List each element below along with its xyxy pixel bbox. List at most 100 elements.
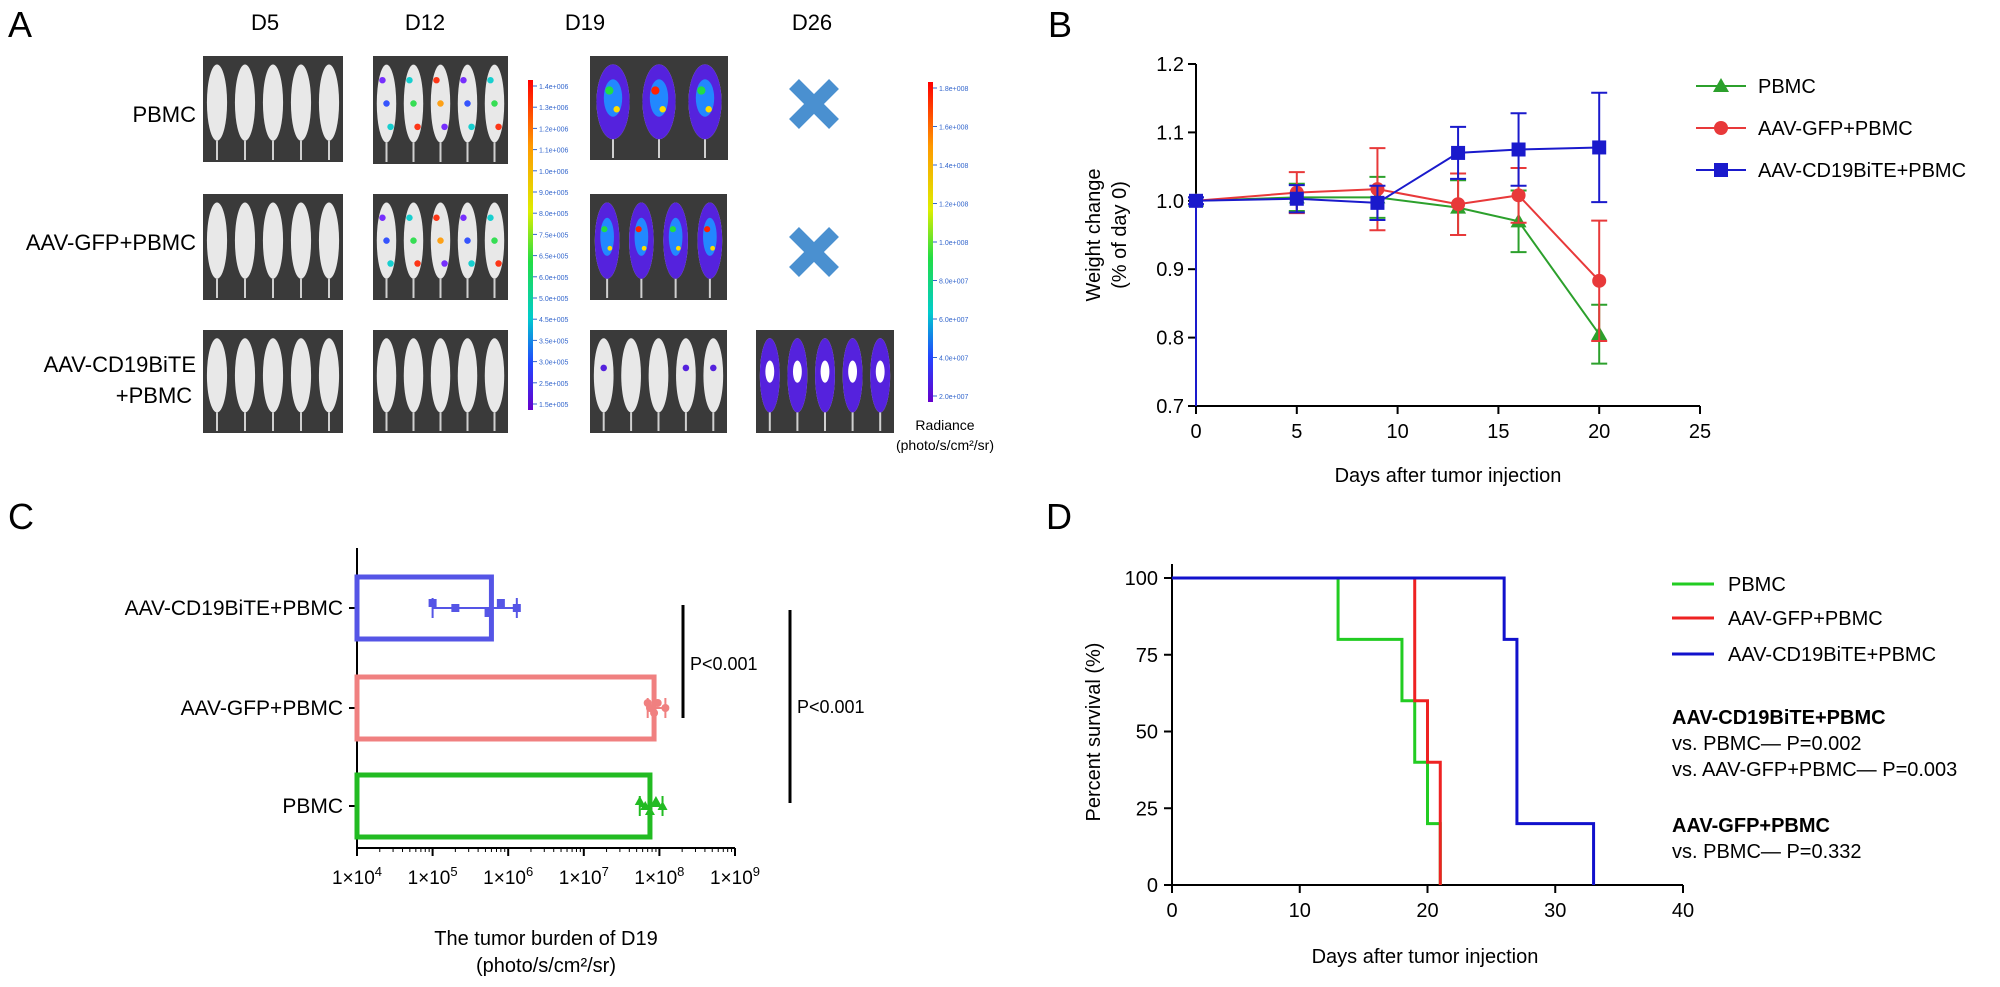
signal-hot xyxy=(697,86,706,95)
image-cd19-d5 xyxy=(203,330,343,433)
signal-spot xyxy=(495,123,502,131)
mouse xyxy=(234,202,256,279)
x-tick-exponent: 6 xyxy=(526,864,533,879)
signal-mid xyxy=(603,79,623,117)
data-point xyxy=(640,801,651,810)
x-tick-mantissa: 1×10 xyxy=(710,868,753,889)
panel-letter-c: C xyxy=(8,496,34,537)
x-tick-exponent: 5 xyxy=(450,864,457,879)
mouse xyxy=(262,64,284,141)
stats-line: vs. PBMC— P=0.332 xyxy=(1672,841,1862,863)
signal-mid xyxy=(649,79,669,117)
mouse xyxy=(206,338,228,413)
mouse xyxy=(484,338,505,413)
mouse xyxy=(262,202,284,279)
data-point xyxy=(1289,191,1304,206)
data-point xyxy=(512,604,521,612)
signal-hot xyxy=(705,106,712,113)
signal-spot xyxy=(441,260,448,267)
colorbar-tick-label: 1.3e+006 xyxy=(539,105,568,112)
group-label-cd19-line2: +PBMC xyxy=(116,383,193,408)
mouse xyxy=(621,338,641,413)
colorbar-tick-label: 1.1e+006 xyxy=(539,148,568,155)
y-tick-label: 0.7 xyxy=(1156,396,1184,418)
signal-hot xyxy=(605,86,614,95)
data-point xyxy=(1592,140,1607,155)
signal-spot xyxy=(464,237,471,244)
signal-spot xyxy=(487,76,494,84)
signal-saturated xyxy=(875,360,885,383)
legend-label: AAV-GFP+PBMC xyxy=(1758,118,1913,140)
x-axis-title: Days after tumor injection xyxy=(1312,946,1539,968)
signal-hot xyxy=(710,245,716,251)
series-0 xyxy=(1188,175,1608,365)
signal-mid xyxy=(695,79,715,117)
colorbar-tick-label: 1.4e+006 xyxy=(539,84,568,91)
survival-curve xyxy=(1172,576,1442,885)
data-point xyxy=(1451,145,1466,160)
signal-spot xyxy=(437,100,444,107)
panel-a: D5 D12 D19 D26 PBMC AAV-GFP+PBMC AAV-CD19BiTE +… xyxy=(26,10,994,453)
colorbar-tick-label: 1.6e+008 xyxy=(939,125,968,132)
image-pbmc-d5 xyxy=(203,56,343,162)
cross-stroke xyxy=(789,79,839,129)
mouse xyxy=(234,338,256,413)
legend-label: AAV-GFP+PBMC xyxy=(1728,608,1883,630)
group-label-gfp: AAV-GFP+PBMC xyxy=(26,230,196,255)
y-axis-title: Weight change xyxy=(1083,168,1105,301)
mouse xyxy=(648,338,669,413)
radiance-colorbar-1: 1.4e+006 1.3e+006 1.2e+006 1.1e+006 1.0e+006… xyxy=(528,80,568,410)
data-point xyxy=(1511,188,1526,203)
colorbar xyxy=(928,82,933,402)
x-tick-exponent: 4 xyxy=(375,864,382,879)
p-value-label: P<0.001 xyxy=(690,654,758,674)
colorbar-tick-label: 3.5e+005 xyxy=(539,338,568,345)
stats-title: AAV-GFP+PBMC xyxy=(1672,815,1830,837)
image-pbmc-d19 xyxy=(590,56,728,160)
bar-group xyxy=(354,772,668,840)
signal-spot xyxy=(495,260,502,267)
x-tick-label: 10 xyxy=(1386,421,1408,443)
colorbar-tick-label: 1.8e+008 xyxy=(939,86,968,93)
data-point xyxy=(484,609,493,617)
x-tick-mantissa: 1×10 xyxy=(332,868,375,889)
y-tick-label: 0 xyxy=(1147,875,1158,897)
colorbar xyxy=(528,80,533,410)
series-line xyxy=(1195,146,1600,204)
colorbar-tick-label: 6.0e+007 xyxy=(939,317,968,324)
y-tick-label: 100 xyxy=(1125,568,1158,590)
colorbar-tick-label: 2.5e+005 xyxy=(539,381,568,388)
colorbar-tick-label: 5.0e+005 xyxy=(539,296,568,303)
signal-spot xyxy=(410,237,417,244)
x-tick-label: 40 xyxy=(1672,900,1694,922)
mouse xyxy=(318,202,340,279)
x-axis-title: Days after tumor injection xyxy=(1335,465,1562,487)
legend-marker xyxy=(1714,163,1728,177)
colorbar-tick-label: 6.5e+005 xyxy=(539,254,568,261)
signal-saturated xyxy=(765,360,775,383)
signal-hot xyxy=(669,226,676,233)
y-axis-title-line2: (% of day 0) xyxy=(1109,181,1131,289)
colorbar-tick-label: 8.0e+007 xyxy=(939,279,968,286)
signal-hot xyxy=(607,245,613,251)
signal-spot xyxy=(468,123,475,131)
legend-label: AAV-CD19BiTE+PBMC xyxy=(1758,160,1966,182)
signal-spot xyxy=(406,214,413,221)
legend-entry: AAV-GFP+PBMC xyxy=(1696,118,1913,140)
panel-letter-a: A xyxy=(8,4,33,45)
mouse xyxy=(206,202,228,279)
legend-label: PBMC xyxy=(1728,574,1786,596)
deceased-cross-icon xyxy=(789,79,839,129)
mouse xyxy=(676,338,696,413)
signal-hot xyxy=(635,226,642,233)
signal-hot xyxy=(659,106,666,113)
signal-mid xyxy=(600,217,614,256)
signal-saturated xyxy=(848,360,858,383)
x-tick-exponent: 8 xyxy=(677,864,684,879)
mouse xyxy=(593,338,614,413)
colorbar-tick-label: 4.0e+007 xyxy=(939,356,968,363)
mouse xyxy=(234,64,256,141)
signal-hot xyxy=(675,245,681,251)
colorbar-tick-label: 8.0e+005 xyxy=(539,211,568,218)
